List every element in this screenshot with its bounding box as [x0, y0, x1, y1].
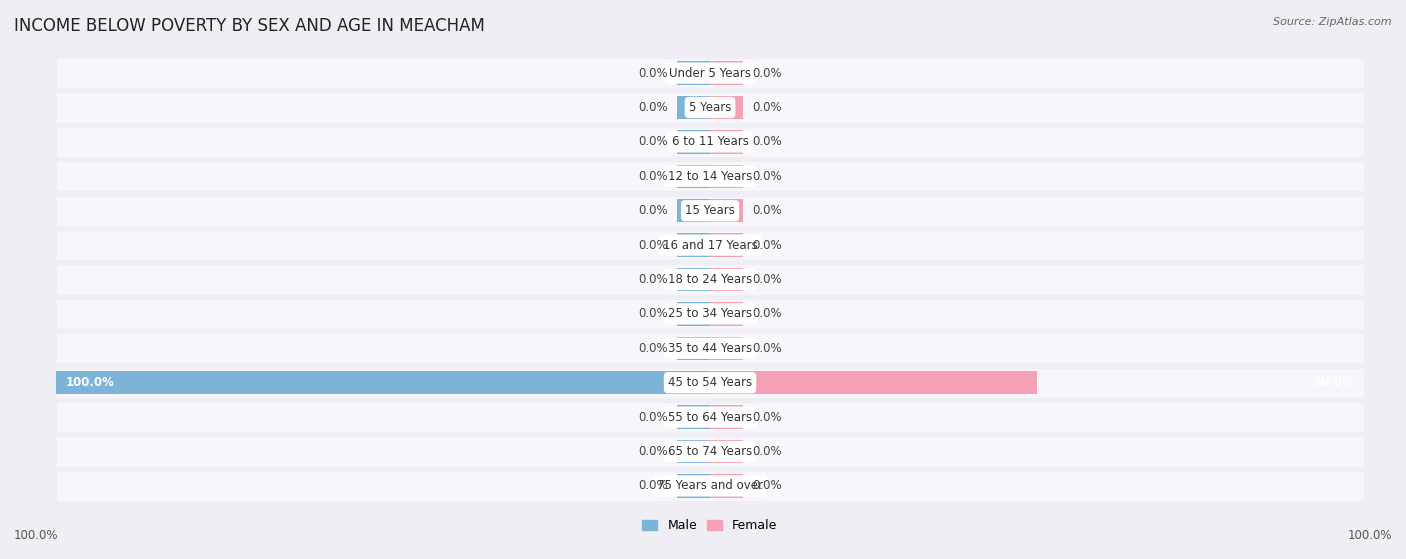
Text: 0.0%: 0.0% — [752, 239, 782, 252]
Text: 100.0%: 100.0% — [1347, 529, 1392, 542]
Text: 15 Years: 15 Years — [685, 204, 735, 217]
Text: 0.0%: 0.0% — [638, 307, 668, 320]
Bar — [56, 161, 1364, 191]
Text: 0.0%: 0.0% — [752, 273, 782, 286]
Text: 18 to 24 Years: 18 to 24 Years — [668, 273, 752, 286]
Bar — [678, 130, 710, 154]
Text: 16 and 17 Years: 16 and 17 Years — [662, 239, 758, 252]
Text: 0.0%: 0.0% — [638, 273, 668, 286]
Text: 0.0%: 0.0% — [752, 411, 782, 424]
Bar — [710, 130, 742, 154]
Text: 50.0%: 50.0% — [1313, 376, 1354, 389]
Text: 6 to 11 Years: 6 to 11 Years — [672, 135, 748, 148]
Bar — [56, 264, 1364, 295]
Bar — [710, 371, 1038, 395]
Bar — [56, 333, 1364, 363]
Text: Under 5 Years: Under 5 Years — [669, 67, 751, 79]
Text: 0.0%: 0.0% — [638, 67, 668, 79]
Bar — [56, 368, 1364, 398]
Bar — [56, 58, 1364, 88]
Legend: Male, Female: Male, Female — [637, 514, 783, 537]
Text: 0.0%: 0.0% — [752, 445, 782, 458]
Text: 0.0%: 0.0% — [638, 135, 668, 148]
Bar — [710, 440, 742, 463]
Text: 0.0%: 0.0% — [752, 170, 782, 183]
Bar — [678, 405, 710, 429]
Text: 0.0%: 0.0% — [638, 445, 668, 458]
Bar — [56, 196, 1364, 226]
Text: 5 Years: 5 Years — [689, 101, 731, 114]
Text: 55 to 64 Years: 55 to 64 Years — [668, 411, 752, 424]
Text: 0.0%: 0.0% — [752, 204, 782, 217]
Text: 0.0%: 0.0% — [638, 239, 668, 252]
Text: 0.0%: 0.0% — [638, 480, 668, 492]
Bar — [678, 61, 710, 85]
Text: 0.0%: 0.0% — [638, 170, 668, 183]
Bar — [678, 474, 710, 498]
Text: 0.0%: 0.0% — [752, 342, 782, 355]
Bar — [678, 302, 710, 325]
Text: 25 to 34 Years: 25 to 34 Years — [668, 307, 752, 320]
Text: 0.0%: 0.0% — [752, 135, 782, 148]
Text: 0.0%: 0.0% — [638, 411, 668, 424]
Bar — [678, 234, 710, 257]
Text: 45 to 54 Years: 45 to 54 Years — [668, 376, 752, 389]
Bar — [56, 471, 1364, 501]
Bar — [56, 127, 1364, 157]
Bar — [56, 371, 710, 395]
Text: 100.0%: 100.0% — [66, 376, 115, 389]
Text: 12 to 14 Years: 12 to 14 Years — [668, 170, 752, 183]
Bar — [710, 474, 742, 498]
Text: 0.0%: 0.0% — [638, 101, 668, 114]
Bar — [56, 299, 1364, 329]
Text: 100.0%: 100.0% — [14, 529, 59, 542]
Bar — [56, 230, 1364, 260]
Text: 35 to 44 Years: 35 to 44 Years — [668, 342, 752, 355]
Bar — [710, 164, 742, 188]
Bar — [678, 440, 710, 463]
Text: 0.0%: 0.0% — [752, 307, 782, 320]
Bar — [678, 164, 710, 188]
Text: 0.0%: 0.0% — [638, 342, 668, 355]
Bar — [710, 61, 742, 85]
Bar — [710, 199, 742, 222]
Bar — [710, 337, 742, 360]
Text: 0.0%: 0.0% — [752, 67, 782, 79]
Text: 0.0%: 0.0% — [752, 101, 782, 114]
Bar — [56, 437, 1364, 467]
Bar — [678, 268, 710, 291]
Bar — [56, 92, 1364, 122]
Text: 0.0%: 0.0% — [638, 204, 668, 217]
Text: 0.0%: 0.0% — [752, 480, 782, 492]
Bar — [710, 234, 742, 257]
Bar — [710, 268, 742, 291]
Bar — [710, 405, 742, 429]
Bar — [678, 199, 710, 222]
Bar — [710, 302, 742, 325]
Bar — [678, 96, 710, 119]
Bar — [678, 337, 710, 360]
Bar — [56, 402, 1364, 432]
Bar — [710, 96, 742, 119]
Text: Source: ZipAtlas.com: Source: ZipAtlas.com — [1274, 17, 1392, 27]
Text: 75 Years and over: 75 Years and over — [657, 480, 763, 492]
Text: 65 to 74 Years: 65 to 74 Years — [668, 445, 752, 458]
Text: INCOME BELOW POVERTY BY SEX AND AGE IN MEACHAM: INCOME BELOW POVERTY BY SEX AND AGE IN M… — [14, 17, 485, 35]
